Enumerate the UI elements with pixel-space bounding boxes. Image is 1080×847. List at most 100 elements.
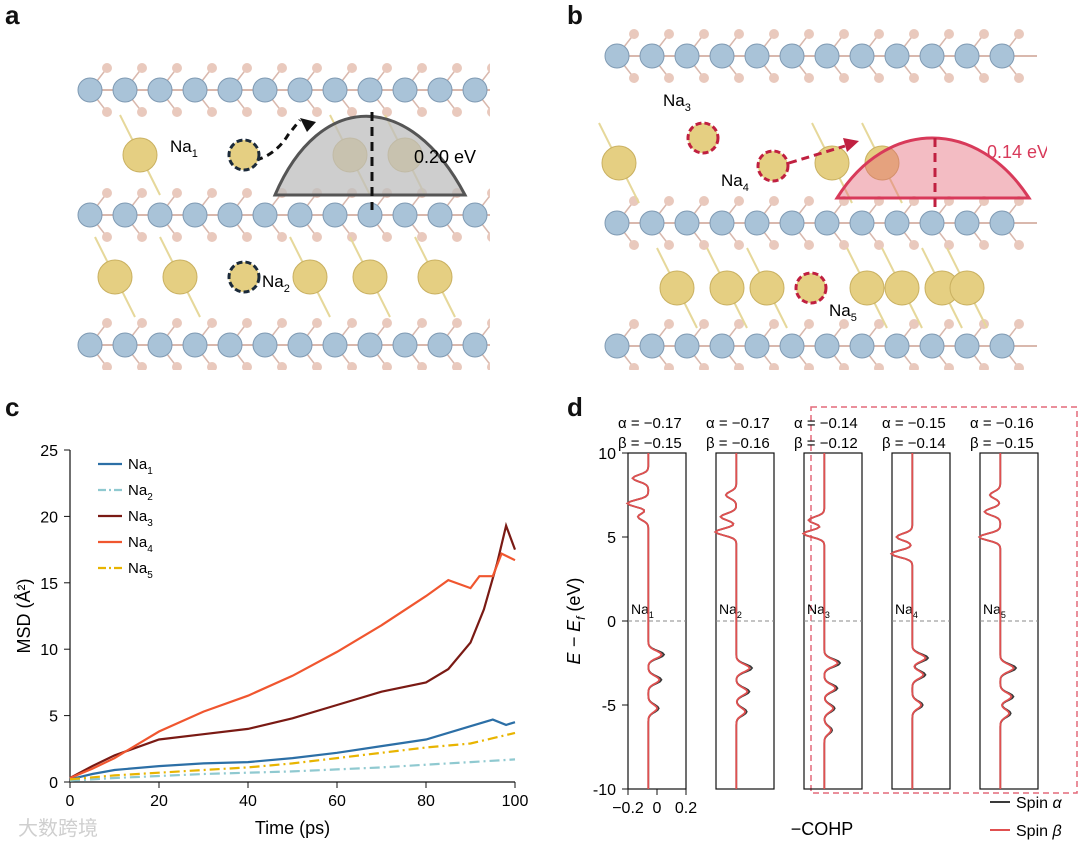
metal-atom xyxy=(287,332,313,358)
oxygen-atom xyxy=(629,29,639,39)
oxygen-atom xyxy=(487,188,490,198)
panel-label-na1: Na1 xyxy=(631,601,654,620)
x-axis-label: −COHP xyxy=(791,819,854,839)
oxygen-atom xyxy=(804,196,814,206)
x-tick-label: 100 xyxy=(502,793,529,810)
oxygen-atom xyxy=(874,240,884,250)
metal-atom xyxy=(287,202,313,228)
group-highlight-box xyxy=(810,406,1078,794)
legend-label-na3: Na3 xyxy=(128,508,153,529)
oxygen-atom xyxy=(664,29,674,39)
metal-atom xyxy=(392,202,418,228)
oxygen-atom xyxy=(242,188,252,198)
x-tick-label: 60 xyxy=(328,793,346,810)
cohp-curve-spin_beta-na5 xyxy=(977,453,1015,789)
oxygen-atom xyxy=(699,363,709,370)
oxygen-atom xyxy=(1014,73,1024,83)
metal-atom xyxy=(919,43,945,69)
oxygen-atom xyxy=(137,232,147,242)
na2-label: Na2 xyxy=(262,272,290,295)
oxygen-atom xyxy=(944,240,954,250)
oxygen-atom xyxy=(909,73,919,83)
y-tick-label: 20 xyxy=(40,509,58,526)
oxygen-atom xyxy=(699,240,709,250)
y-tick-label: -10 xyxy=(593,782,616,799)
oxygen-atom xyxy=(242,232,252,242)
oxygen-atom xyxy=(769,196,779,206)
oxygen-atom xyxy=(874,29,884,39)
metal-atom xyxy=(779,333,805,359)
beta-label-na5: β = −0.15 xyxy=(970,435,1034,452)
x-tick-label: 80 xyxy=(417,793,435,810)
metal-atom xyxy=(322,332,348,358)
oxygen-atom xyxy=(769,363,779,370)
oxygen-atom xyxy=(172,232,182,242)
sodium-atom xyxy=(97,259,133,295)
oxygen-atom xyxy=(137,188,147,198)
sodium-atom xyxy=(749,270,785,306)
oxygen-atom xyxy=(699,73,709,83)
x-tick-label: 0 xyxy=(653,800,662,817)
na1-label: Na1 xyxy=(170,137,198,160)
oxygen-atom xyxy=(207,63,217,73)
series-line-na2 xyxy=(69,758,516,782)
y-tick-label: 0 xyxy=(49,775,58,792)
oxygen-atom xyxy=(207,232,217,242)
x-tick-label: 0 xyxy=(66,793,75,810)
y-axis-label: E − Ef (eV) xyxy=(564,578,588,665)
metal-atom xyxy=(849,43,875,69)
oxygen-atom xyxy=(312,107,322,117)
oxygen-atom xyxy=(909,29,919,39)
panel-a-structure: Na1 Na2 0.20 eV xyxy=(77,63,490,370)
panel-label-d: d xyxy=(567,392,583,422)
oxygen-atom xyxy=(487,107,490,117)
metal-atom xyxy=(462,332,488,358)
oxygen-atom xyxy=(487,362,490,370)
oxygen-atom xyxy=(839,319,849,329)
oxygen-atom xyxy=(734,319,744,329)
oxygen-atom xyxy=(242,318,252,328)
oxygen-atom xyxy=(944,319,954,329)
na5-label: Na5 xyxy=(829,301,857,324)
x-tick-label: −0.2 xyxy=(612,800,644,817)
oxygen-atom xyxy=(312,232,322,242)
y-tick-label: 0 xyxy=(607,614,616,631)
oxygen-atom xyxy=(172,318,182,328)
oxygen-atom xyxy=(172,362,182,370)
lattice-a xyxy=(77,63,490,370)
watermark: 大数跨境 xyxy=(18,818,98,840)
sodium-atom xyxy=(659,270,695,306)
oxygen-atom xyxy=(1014,240,1024,250)
cohp-curve-spin_beta-na1 xyxy=(625,453,663,789)
metal-atom xyxy=(427,77,453,103)
metal-atom xyxy=(744,43,770,69)
oxygen-atom xyxy=(487,318,490,328)
metal-atom xyxy=(112,77,138,103)
metal-atom xyxy=(287,77,313,103)
beta-label-na1: β = −0.15 xyxy=(618,435,682,452)
oxygen-atom xyxy=(102,318,112,328)
oxygen-atom xyxy=(979,363,989,370)
oxygen-atom xyxy=(347,362,357,370)
panel-label-na2: Na2 xyxy=(719,601,742,620)
oxygen-atom xyxy=(417,107,427,117)
oxygen-atom xyxy=(804,319,814,329)
oxygen-atom xyxy=(102,232,112,242)
metal-atom xyxy=(462,202,488,228)
metal-atom xyxy=(357,202,383,228)
metal-atom xyxy=(427,332,453,358)
metal-atom xyxy=(849,333,875,359)
oxygen-atom xyxy=(347,232,357,242)
y-tick-label: 10 xyxy=(598,446,616,463)
oxygen-atom xyxy=(242,63,252,73)
cohp-curve-spin_beta-na3 xyxy=(801,453,839,789)
oxygen-atom xyxy=(207,188,217,198)
panel-label-na4: Na4 xyxy=(895,601,918,620)
metal-atom xyxy=(989,43,1015,69)
oxygen-atom xyxy=(102,362,112,370)
oxygen-atom xyxy=(347,318,357,328)
oxygen-atom xyxy=(979,240,989,250)
metal-atom xyxy=(604,43,630,69)
oxygen-atom xyxy=(487,63,490,73)
oxygen-atom xyxy=(102,63,112,73)
